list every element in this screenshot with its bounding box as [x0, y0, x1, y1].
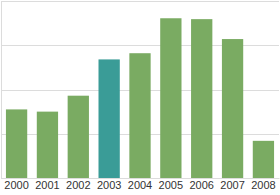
bars [6, 18, 274, 178]
x-tick-label: 2004 [128, 179, 152, 191]
x-axis: 2000 2001 2002 2003 2004 2005 2006 2007 2008 [2, 178, 280, 191]
grid-line [1, 1, 279, 2]
x-tick: 2007 [220, 178, 244, 191]
bar [6, 109, 27, 178]
x-tick: 2004 [128, 178, 152, 191]
x-tick: 2000 [4, 178, 28, 191]
x-tick-label: 2006 [189, 179, 213, 191]
x-tick-label: 2001 [35, 179, 59, 191]
x-tick: 2005 [159, 178, 183, 191]
x-tick-label: 2000 [4, 179, 28, 191]
x-tick-label: 2003 [97, 179, 121, 191]
bar [99, 59, 120, 178]
x-tick: 2001 [35, 178, 59, 191]
plot: 2000 2001 2002 2003 2004 2005 2006 2007 2008 [1, 2, 280, 191]
bar [68, 96, 89, 178]
bar [129, 53, 150, 178]
x-tick-label: 2002 [66, 179, 90, 191]
y-axis-line [1, 2, 2, 179]
bar [222, 39, 243, 178]
x-tick-label: 2008 [251, 179, 275, 191]
bar [37, 112, 58, 178]
x-tick: 2008 [251, 178, 275, 191]
x-tick-label: 2007 [220, 179, 244, 191]
x-tick: 2002 [66, 178, 90, 191]
grid [1, 2, 279, 179]
bar [160, 18, 181, 178]
x-tick: 2003 [97, 178, 121, 191]
bar [253, 141, 274, 178]
bar [191, 19, 212, 178]
y-axis [1, 2, 3, 179]
x-tick: 2006 [189, 178, 213, 191]
x-tick-label: 2005 [159, 179, 183, 191]
